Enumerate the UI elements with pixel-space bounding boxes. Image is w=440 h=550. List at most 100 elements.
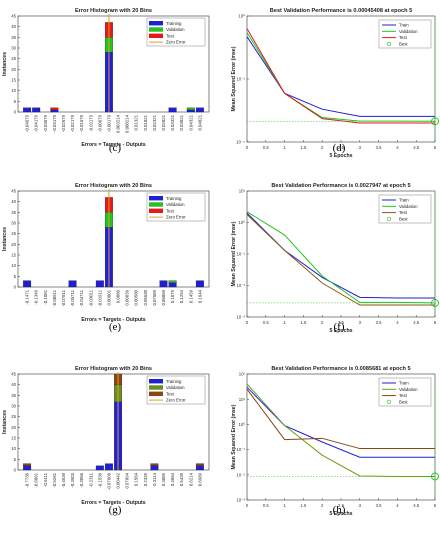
x-tick-label: 3 xyxy=(359,503,362,508)
x-tick-label: 3.5 xyxy=(376,145,383,150)
legend-entry: Train xyxy=(399,381,409,386)
x-tick-label: 0.01321 xyxy=(134,114,139,130)
x-tick-label: 0.00001 xyxy=(106,289,111,305)
x-tick-label: 0.003214 xyxy=(116,114,121,133)
y-tick-label: 5 xyxy=(14,99,17,104)
legend-entry: Validation xyxy=(399,204,418,209)
chart-e: (e) Error Histogram with 20 Bins Instances… xyxy=(2,183,210,333)
x-axis-label: 5 Epochs xyxy=(329,153,352,159)
legend-swatch xyxy=(149,33,163,38)
y-tick-label: 10⁻² xyxy=(237,472,246,477)
y-tick-label: 25 xyxy=(11,231,16,236)
x-tick-label: -0.03679 xyxy=(43,114,48,132)
legend-swatch xyxy=(149,391,163,396)
histogram-bar-test xyxy=(195,463,204,466)
x-tick-label: 1 xyxy=(283,145,286,150)
x-tick-label: 4 xyxy=(396,145,399,150)
y-tick-label: 30 xyxy=(11,46,16,51)
x-tick-label: 0.1644 xyxy=(197,289,202,303)
x-tick-label: 5 xyxy=(434,503,437,508)
x-axis-label: 5 Epochs xyxy=(329,511,352,517)
x-tick-label: -0.01179 xyxy=(88,114,93,131)
x-tick-label: 1.5 xyxy=(300,503,307,508)
y-tick-label: 10⁻³ xyxy=(237,498,246,503)
x-tick-label: -0.4539 xyxy=(61,472,66,487)
panel-caption: (g) xyxy=(109,504,122,516)
x-tick-label: 0.04821 xyxy=(197,114,202,130)
legend-swatch xyxy=(149,202,163,207)
histogram-bar-training xyxy=(95,465,104,471)
x-tick-label: -0.02679 xyxy=(61,114,66,132)
y-axis-label: Instances xyxy=(2,227,8,251)
x-tick-label: -0.6861 xyxy=(34,472,39,487)
y-tick-label: 20 xyxy=(11,242,16,247)
x-tick-label: 0.02821 xyxy=(161,114,166,130)
legend-entry: Train xyxy=(399,198,409,203)
x-tick-label: -0.07811 xyxy=(61,289,66,306)
y-tick-label: 15 xyxy=(11,253,16,258)
y-tick-label: 10¹ xyxy=(239,397,246,402)
series-line-validation xyxy=(246,211,436,304)
histogram-bar-training xyxy=(95,280,104,288)
x-axis-label: Errors = Targets - Outputs xyxy=(81,142,145,148)
series-line-test xyxy=(246,28,435,124)
y-tick-label: 45 xyxy=(11,372,16,377)
legend-swatch-marker xyxy=(386,399,392,405)
x-tick-label: 0 xyxy=(246,503,249,508)
chart-h: (h) Best Validation Performance is 0.0085… xyxy=(231,366,439,517)
x-tick-label: 4.5 xyxy=(413,145,420,150)
chart-c: (c) Error Histogram with 20 Bins Instances… xyxy=(2,8,210,154)
x-tick-label: -0.3066 xyxy=(79,472,84,487)
x-tick-label: 2 xyxy=(321,320,324,325)
x-tick-label: -0.05711 xyxy=(70,289,75,306)
x-tick-label: 0.07689 xyxy=(152,289,157,305)
y-tick-label: 0 xyxy=(14,285,17,290)
histogram-bar-training xyxy=(150,465,159,471)
x-tick-label: 3 xyxy=(359,145,362,150)
x-tick-label: 4.5 xyxy=(413,503,420,508)
y-tick-label: 10⁰ xyxy=(238,14,245,19)
legend-entry: Best xyxy=(399,42,408,47)
x-tick-label: -0.1081 xyxy=(43,289,48,304)
y-tick-label: 45 xyxy=(11,189,16,194)
y-tick-label: 15 xyxy=(11,436,16,441)
x-tick-label: -0.5261 xyxy=(52,472,57,487)
chart-title: Error Histogram with 20 Bins xyxy=(75,366,152,372)
x-tick-label: -0.02179 xyxy=(70,114,75,132)
y-axis-label: Mean Squared Error (mse) xyxy=(231,221,237,286)
y-tick-label: 5 xyxy=(14,457,17,462)
chart-title: Error Histogram with 20 Bins xyxy=(75,8,152,14)
legend-swatch-marker xyxy=(386,41,392,47)
legend-entry: Validation xyxy=(399,29,418,34)
legend-entry: Test xyxy=(399,393,408,398)
x-tick-label: 1.5 xyxy=(300,320,307,325)
histogram-bar-test xyxy=(50,107,59,111)
legend-swatch xyxy=(149,208,163,213)
x-tick-label: 3 xyxy=(359,320,362,325)
x-tick-label: 0.3889 xyxy=(161,472,166,486)
y-tick-label: 40 xyxy=(11,24,16,29)
legend-box xyxy=(146,17,206,47)
x-tick-label: 2.5 xyxy=(338,503,345,508)
y-axis-label: Mean Squared Error (mse) xyxy=(231,404,237,469)
y-tick-label: 30 xyxy=(11,404,16,409)
legend-entry: Zero Error xyxy=(166,40,186,45)
chart-title: Best Validation Performance is 0.0085681… xyxy=(271,366,410,372)
y-tick-label: 10 xyxy=(11,263,16,268)
y-tick-label: 5 xyxy=(14,274,17,279)
histogram-bar-validation xyxy=(168,280,177,283)
y-tick-label: 10⁻⁴ xyxy=(236,140,245,145)
histogram-bar-test xyxy=(23,463,32,466)
legend-swatch-marker xyxy=(386,216,392,221)
legend-entry: Zero Error xyxy=(166,398,186,403)
x-tick-label: 0.5 xyxy=(263,320,270,325)
x-axis-label: Errors = Targets - Outputs xyxy=(81,500,145,506)
x-tick-label: -0.04179 xyxy=(34,114,39,132)
chart-title: Best Validation Performance is 0.0004540… xyxy=(270,8,412,14)
x-axis-label: Errors = Targets - Outputs xyxy=(81,317,145,323)
histogram-bar-training xyxy=(23,107,32,113)
panel-caption: (c) xyxy=(109,142,122,154)
x-tick-label: -0.01679 xyxy=(79,114,84,132)
y-tick-label: 10⁰ xyxy=(238,220,245,225)
best-marker xyxy=(431,298,439,307)
